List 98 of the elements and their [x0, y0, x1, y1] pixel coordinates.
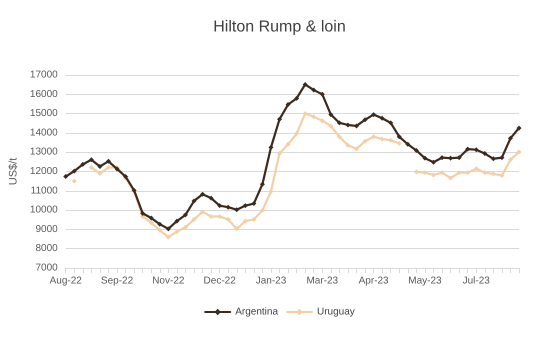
x-tick-label: Dec-22	[204, 276, 236, 286]
point	[482, 151, 488, 156]
point	[362, 117, 368, 122]
point	[328, 112, 334, 118]
point	[286, 102, 291, 108]
y-tick-label: 7000	[35, 262, 58, 274]
point	[286, 142, 291, 147]
point	[200, 192, 206, 197]
point	[440, 170, 445, 176]
point	[396, 140, 402, 146]
point	[72, 168, 77, 174]
y-tick-label: 17000	[30, 70, 58, 80]
point	[182, 224, 188, 230]
y-tick-label: 9000	[35, 224, 58, 235]
x-tick-label: Jul-23	[462, 276, 490, 286]
point	[182, 212, 188, 218]
point	[320, 118, 325, 124]
point	[251, 201, 256, 206]
y-tick-label: 10000	[30, 204, 58, 216]
point	[148, 216, 154, 221]
point	[516, 126, 522, 131]
point	[302, 82, 308, 87]
point	[106, 158, 111, 164]
point	[448, 176, 454, 181]
point	[302, 111, 308, 116]
point	[174, 218, 180, 224]
point	[371, 112, 376, 118]
y-tick-label: 14000	[30, 127, 58, 138]
point	[148, 220, 154, 226]
point	[508, 136, 513, 141]
point	[380, 116, 385, 121]
point	[200, 209, 206, 214]
point	[396, 134, 402, 140]
point	[260, 182, 265, 187]
point	[72, 178, 77, 184]
y-tick-label: 12000	[30, 166, 58, 177]
point	[208, 196, 214, 201]
point	[508, 157, 513, 162]
point	[277, 116, 282, 122]
point	[474, 166, 479, 172]
point	[140, 210, 146, 216]
x-tick-label: Mar-23	[306, 276, 339, 286]
point	[388, 120, 394, 126]
point	[88, 164, 94, 170]
point	[311, 114, 316, 120]
legend-label: Argentina	[235, 306, 278, 318]
point	[320, 92, 325, 97]
point	[430, 160, 436, 165]
point	[456, 155, 462, 160]
point	[88, 157, 94, 162]
point	[234, 207, 240, 212]
point	[268, 144, 274, 150]
point	[192, 198, 196, 204]
point	[371, 134, 376, 140]
x-tick-label: Nov-22	[152, 276, 185, 286]
x-tick-label: Jan-23	[256, 276, 287, 286]
point	[97, 170, 102, 176]
point	[354, 123, 359, 128]
x-tick-label: May-23	[408, 276, 442, 286]
x-tick-label: Aug-22	[50, 276, 82, 286]
chart-title: Hilton Rump & loin	[213, 18, 346, 36]
point	[405, 142, 410, 147]
point	[414, 148, 419, 153]
point	[328, 123, 334, 128]
y-tick-label: 15000	[30, 108, 58, 120]
point	[226, 217, 231, 222]
y-tick-label: 8000	[35, 243, 58, 254]
point	[226, 204, 231, 210]
y-tick-label: 11000	[30, 185, 58, 196]
point	[174, 229, 180, 234]
point	[63, 174, 68, 180]
point	[166, 234, 171, 240]
y-axis-title: US$/t	[8, 158, 20, 186]
point	[362, 138, 368, 144]
point	[294, 96, 300, 101]
point	[97, 164, 102, 169]
y-tick-label: 16000	[30, 88, 58, 100]
point	[157, 222, 162, 227]
legend-label: Uruguay	[317, 306, 355, 318]
point	[166, 226, 171, 232]
y-tick-label: 13000	[30, 146, 58, 158]
point	[336, 120, 342, 126]
point	[260, 208, 265, 213]
point	[336, 134, 342, 140]
point	[294, 131, 300, 136]
x-tick-label: Sep-22	[100, 276, 134, 286]
point	[516, 150, 522, 155]
point	[234, 226, 240, 232]
point	[80, 162, 86, 167]
point	[345, 142, 350, 148]
point	[354, 146, 359, 152]
point	[422, 156, 428, 161]
point	[242, 218, 248, 224]
x-tick-label: Apr-23	[358, 276, 390, 286]
point	[242, 203, 248, 208]
point	[311, 88, 316, 93]
point	[192, 217, 196, 222]
point	[157, 228, 162, 233]
